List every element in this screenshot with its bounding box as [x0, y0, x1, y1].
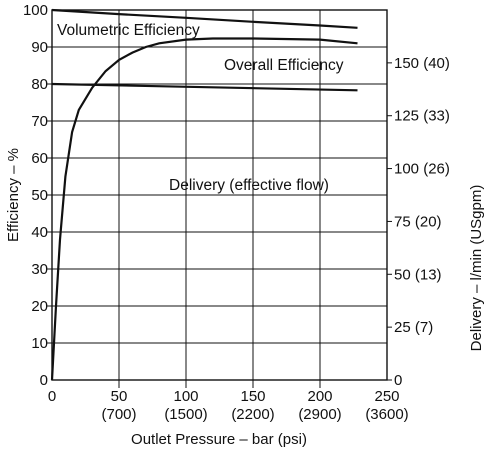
overall-efficiency-line — [50, 37, 358, 381]
y-left-tick-label: 70 — [31, 113, 48, 130]
x-tick-label: 200 — [307, 388, 332, 405]
y-left-tick-label: 10 — [31, 335, 48, 352]
x-tick-label: 150 — [240, 388, 265, 405]
delivery-label: Delivery (effective flow) — [169, 177, 329, 194]
y-left-tick-label: 60 — [31, 150, 48, 167]
y-right-tick-label: 125 (33) — [394, 108, 450, 125]
y-left-tick-label: 30 — [31, 261, 48, 278]
y-right-tick-label: 75 (20) — [394, 213, 442, 230]
x-tick-label: 250 — [374, 388, 399, 405]
volumetric-efficiency-line — [51, 8, 358, 29]
curves — [50, 8, 358, 381]
series-labels: Volumetric Efficiency Overall Efficiency D… — [57, 22, 344, 194]
overall-efficiency-label: Overall Efficiency — [224, 57, 344, 74]
x-tick-psi-label: (2900) — [298, 406, 341, 423]
x-tick-psi-label: (2200) — [231, 406, 274, 423]
plot-frame — [51, 9, 388, 381]
y-left-tick-label: 100 — [23, 2, 48, 19]
y-left-tick-label: 40 — [31, 224, 48, 241]
y-left-tick-label: 90 — [31, 39, 48, 56]
y-left-axis-label: Efficiency – % — [5, 148, 22, 242]
y-left-tick-label: 0 — [40, 372, 48, 389]
y-right-axis-label: Delivery – l/min (USgpm) — [468, 185, 485, 352]
x-tick-psi-label: (3600) — [365, 406, 408, 423]
x-tick-label: 0 — [48, 388, 56, 405]
x-tick-label: 100 — [173, 388, 198, 405]
x-tick-psi-label: (1500) — [164, 406, 207, 423]
y-right-tick-label: 150 (40) — [394, 55, 450, 72]
x-axis-label: Outlet Pressure – bar (psi) — [131, 431, 307, 448]
y-left-tick-label: 50 — [31, 187, 48, 204]
y-right-tick-label: 0 — [394, 372, 402, 389]
delivery-line — [51, 82, 358, 92]
y-right-tick-label: 50 (13) — [394, 266, 442, 283]
y-right-tick-label: 25 (7) — [394, 319, 433, 336]
x-tick-label: 50 — [111, 388, 128, 405]
y-left-tick-label: 80 — [31, 76, 48, 93]
y-left-tick-label: 20 — [31, 298, 48, 315]
x-tick-psi-label: (700) — [101, 406, 136, 423]
volumetric-efficiency-label: Volumetric Efficiency — [57, 22, 200, 39]
tick-labels: 0 50(700)100(1500)150(2200)200(2900)250(3… — [23, 2, 450, 423]
y-right-tick-label: 100 (26) — [394, 161, 450, 178]
